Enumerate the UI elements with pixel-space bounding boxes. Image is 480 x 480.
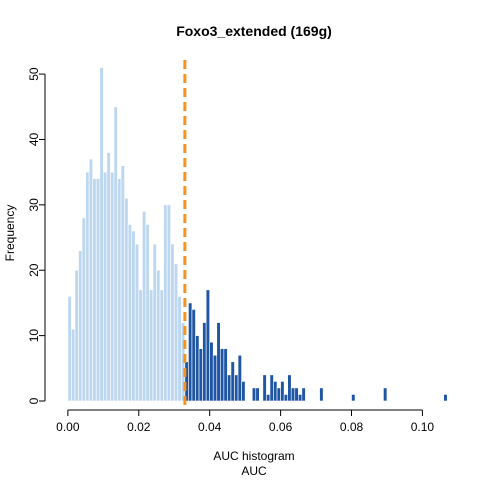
histogram-bar: [88, 158, 93, 402]
x-tick-label: 0.04: [198, 420, 222, 434]
histogram-bar: [78, 250, 83, 402]
histogram-bar: [191, 309, 196, 402]
histogram-bar: [237, 354, 242, 402]
histogram-bars: [67, 67, 448, 402]
histogram-bar: [290, 387, 296, 402]
histogram-bar: [85, 171, 90, 402]
histogram-bar: [301, 387, 306, 402]
histogram-bar: [131, 230, 136, 402]
histogram-bar: [443, 394, 448, 402]
histogram-bar: [113, 106, 118, 402]
histogram-bar: [234, 374, 239, 402]
histogram-bar: [74, 269, 79, 402]
histogram-bar: [134, 243, 140, 402]
histogram-bar: [251, 387, 257, 402]
histogram-bar: [159, 289, 164, 402]
y-axis-label: Frequency: [3, 205, 17, 262]
histogram-bar: [71, 328, 76, 402]
histogram-bar: [205, 289, 210, 402]
histogram-bar: [276, 387, 281, 402]
y-tick-label: 20: [27, 263, 41, 277]
histogram-bar: [212, 354, 218, 402]
histogram-bar: [280, 381, 285, 402]
histogram-bar: [166, 204, 171, 402]
histogram-bar: [184, 361, 189, 402]
x-tick-label: 0.08: [340, 420, 364, 434]
histogram-bar: [319, 387, 324, 402]
histogram-bar: [95, 178, 101, 402]
histogram-bar: [117, 178, 122, 402]
x-tick-label: 0.06: [269, 420, 293, 434]
histogram-bar: [351, 394, 356, 402]
histogram-bar: [283, 394, 288, 402]
histogram-bar: [209, 341, 214, 402]
histogram-bar: [383, 387, 388, 402]
x-axis-sublabel: AUC: [241, 464, 267, 478]
histogram-bar: [262, 374, 267, 402]
histogram-bar: [103, 171, 108, 402]
histogram-bar: [195, 335, 200, 402]
histogram-bar: [163, 204, 168, 402]
chart-title: Foxo3_extended (169g): [176, 23, 332, 39]
histogram-bar: [177, 296, 182, 402]
x-tick-label: 0.02: [127, 420, 151, 434]
histogram-bar: [142, 211, 147, 402]
histogram-bar: [149, 289, 154, 402]
histogram-bar: [67, 296, 72, 402]
axes: 0.00 0.02 0.04 0.06 0.08 0.10 0 10 20 30 40 50: [27, 67, 434, 434]
y-tick-label: 30: [27, 198, 41, 212]
histogram-bar: [255, 387, 260, 402]
y-tick-label: 10: [27, 329, 41, 343]
histogram-bar: [92, 178, 97, 402]
histogram-bar: [145, 224, 150, 402]
histogram-bar: [287, 374, 292, 402]
histogram-bar: [170, 243, 175, 402]
histogram-bar: [294, 387, 299, 402]
histogram-bar: [173, 263, 179, 402]
histogram-bar: [216, 322, 221, 402]
histogram-bar: [81, 217, 86, 402]
histogram-bar: [106, 152, 111, 402]
y-tick-label: 0: [27, 397, 41, 404]
histogram-bar: [188, 302, 193, 402]
histogram-bar: [269, 374, 274, 402]
histogram-bar: [220, 348, 225, 402]
histogram-bar: [99, 67, 104, 402]
histogram-bar: [223, 348, 228, 402]
histogram-bar: [120, 165, 125, 402]
histogram-bar: [110, 171, 115, 402]
x-tick-label: 0.10: [411, 420, 435, 434]
histogram-bar: [241, 381, 246, 402]
histogram-bar: [298, 394, 303, 402]
histogram-bar: [198, 348, 203, 402]
histogram-bar: [152, 243, 157, 402]
histogram-bar: [127, 224, 132, 402]
histogram-bar: [156, 269, 161, 402]
histogram-bar: [227, 374, 232, 402]
y-tick-label: 40: [27, 132, 41, 146]
histogram-bar: [124, 198, 129, 402]
histogram-bar: [273, 381, 278, 402]
histogram-bar: [138, 289, 143, 402]
x-tick-label: 0.00: [56, 420, 80, 434]
x-axis-label: AUC histogram: [213, 449, 294, 463]
histogram-bar: [230, 361, 235, 402]
y-tick-label: 50: [27, 67, 41, 81]
histogram-bar: [266, 394, 271, 402]
histogram-bar: [202, 322, 207, 402]
